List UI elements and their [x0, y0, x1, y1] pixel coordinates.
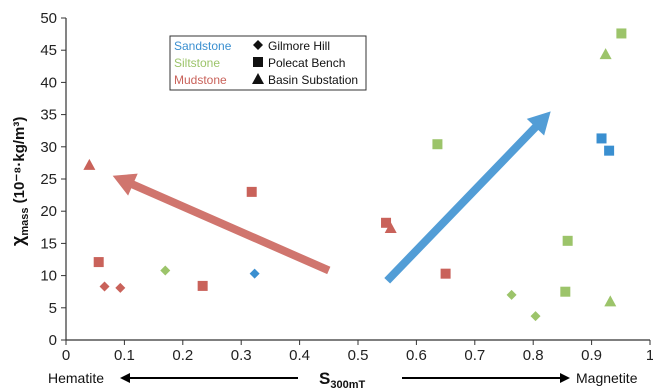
data-point: [562, 235, 573, 246]
y-tick-label: 30: [40, 139, 57, 156]
y-tick-label: 25: [40, 171, 57, 188]
data-point: [596, 133, 607, 144]
x-tick-label: 0: [62, 347, 70, 364]
y-tick-label: 10: [40, 268, 57, 285]
legend-site: Basin Substation: [268, 73, 358, 87]
legend-box: [169, 35, 367, 91]
y-tick-label: 15: [40, 235, 57, 252]
x-tick-label: 0.6: [406, 347, 427, 364]
hematite-label: Hematite: [48, 370, 104, 386]
data-point: [560, 286, 571, 297]
y-tick-label: 45: [40, 42, 57, 59]
data-point: [160, 265, 171, 276]
legend-rock-type: Mudstone: [174, 73, 227, 87]
mudstone-trend-arrow: [112, 173, 331, 275]
data-point: [432, 139, 443, 150]
x-axis-title: S300mT: [319, 369, 365, 391]
legend-rock-type: Sandstone: [174, 39, 232, 53]
data-point: [381, 217, 392, 228]
data-points: [83, 28, 627, 322]
x-tick-label: 0.5: [348, 347, 369, 364]
y-tick-label: 5: [49, 300, 57, 317]
legend-site: Gilmore Hill: [268, 39, 330, 53]
x-tick-label: 0.2: [172, 347, 193, 364]
legend-rock-type: Siltstone: [174, 56, 220, 70]
y-axis-unit: (10⁻⁸·kg/m³): [11, 117, 28, 208]
sandstone-trend-arrow: [384, 111, 551, 284]
data-point: [99, 281, 110, 292]
y-axis-subscript: mass: [19, 207, 31, 235]
data-point: [604, 145, 615, 156]
x-tick-label: 0.4: [289, 347, 310, 364]
legend: Sandstone Siltstone Mudstone Gilmore Hil…: [169, 35, 367, 91]
data-point: [115, 282, 126, 293]
x-tick-label: 0.8: [523, 347, 544, 364]
data-point: [249, 268, 260, 279]
y-axis-title: χmass (10⁻⁸·kg/m³): [8, 117, 31, 246]
y-tick-label: 35: [40, 107, 57, 124]
y-tick-label: 0: [49, 332, 57, 349]
x-tick-label: 0.7: [464, 347, 485, 364]
x-axis-subscript: 300mT: [330, 379, 365, 391]
y-axis-symbol: χ: [8, 235, 28, 246]
legend-diamond-marker: [253, 40, 263, 50]
legend-site: Polecat Bench: [268, 56, 345, 70]
data-point: [506, 289, 517, 300]
x-tick-label: 0.1: [114, 347, 135, 364]
y-tick-label: 20: [40, 203, 57, 220]
magnetite-label: Magnetite: [576, 370, 638, 386]
data-point: [604, 295, 617, 307]
x-axis-symbol: S: [319, 369, 330, 388]
y-tick-label: 40: [40, 74, 57, 91]
data-point: [599, 48, 612, 60]
data-point: [93, 257, 104, 268]
data-point: [384, 221, 397, 233]
data-point: [530, 311, 541, 322]
y-tick-label: 50: [40, 10, 57, 27]
x-tick-label: 0.3: [231, 347, 252, 364]
x-tick-label: 1: [646, 347, 653, 364]
data-point: [83, 158, 96, 170]
legend-square-marker: [253, 57, 263, 67]
x-tick-label: 0.9: [581, 347, 602, 364]
data-point: [440, 268, 451, 279]
legend-triangle-marker: [252, 73, 264, 84]
trend-arrows: [112, 111, 551, 284]
data-point: [197, 280, 208, 291]
data-point: [616, 28, 627, 39]
legend-site-markers: [252, 40, 264, 84]
axis-ticks: 0 0.1 0.2 0.3 0.4 0.5 0.6 0.7 0.8 0.9 105101520253…: [40, 10, 653, 364]
data-point: [246, 186, 257, 197]
